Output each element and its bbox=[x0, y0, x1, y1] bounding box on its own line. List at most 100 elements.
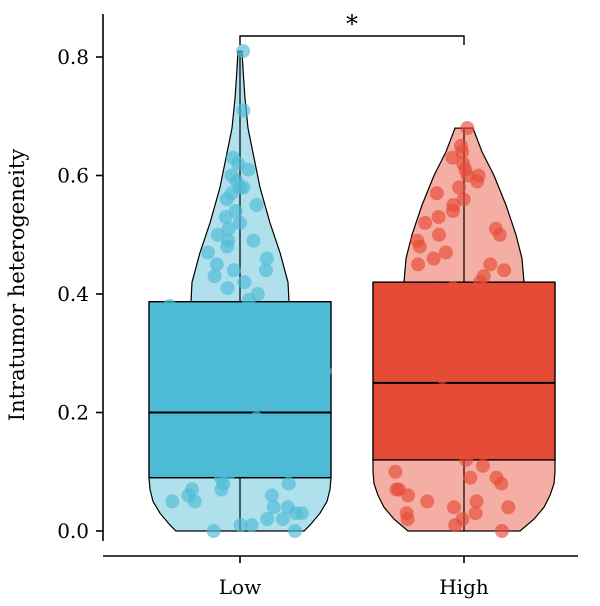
data-point bbox=[420, 494, 435, 509]
data-point bbox=[260, 512, 275, 527]
data-point bbox=[445, 281, 460, 296]
data-point bbox=[452, 180, 466, 195]
data-point bbox=[445, 150, 460, 165]
data-point bbox=[209, 375, 224, 390]
data-point bbox=[418, 215, 433, 230]
data-point bbox=[266, 500, 281, 515]
data-point bbox=[447, 429, 462, 444]
data-point bbox=[473, 417, 488, 432]
data-point bbox=[432, 227, 446, 242]
y-ticks: 0.0 0.2 0.4 0.6 0.8 bbox=[57, 45, 103, 543]
data-point bbox=[520, 358, 535, 373]
data-point bbox=[233, 518, 248, 533]
data-point bbox=[501, 500, 516, 515]
data-point bbox=[259, 251, 274, 266]
data-point bbox=[431, 210, 446, 224]
y-tick-label: 0.8 bbox=[57, 45, 89, 69]
data-point bbox=[236, 180, 251, 195]
x-ticks: Low High bbox=[219, 556, 489, 599]
data-point bbox=[421, 316, 436, 331]
data-point bbox=[504, 387, 519, 402]
y-axis-title: Intratumor heterogeneity bbox=[5, 149, 29, 422]
data-point bbox=[470, 174, 485, 189]
data-point bbox=[288, 524, 302, 538]
data-point bbox=[275, 512, 290, 527]
data-point bbox=[448, 518, 463, 533]
data-point bbox=[494, 476, 509, 491]
points bbox=[154, 44, 332, 538]
x-tick-label: Low bbox=[219, 575, 261, 599]
data-point bbox=[494, 524, 509, 538]
data-point bbox=[417, 298, 432, 313]
data-point bbox=[401, 488, 416, 503]
data-point bbox=[231, 156, 246, 171]
data-point bbox=[463, 470, 478, 485]
data-point bbox=[429, 186, 444, 201]
data-point bbox=[497, 263, 512, 278]
points bbox=[388, 121, 535, 538]
data-point bbox=[404, 346, 419, 361]
data-point bbox=[460, 121, 475, 136]
data-point bbox=[473, 275, 487, 290]
data-point bbox=[232, 215, 247, 230]
data-point bbox=[517, 441, 532, 456]
group-high bbox=[372, 121, 556, 538]
data-point bbox=[244, 518, 259, 533]
bracket-line bbox=[239, 35, 465, 45]
data-point bbox=[445, 204, 460, 218]
y-tick-label: 0.6 bbox=[57, 164, 89, 188]
data-point bbox=[201, 245, 215, 260]
data-point bbox=[220, 281, 235, 296]
data-point bbox=[476, 458, 490, 473]
x-tick-label: High bbox=[439, 575, 489, 599]
data-point bbox=[220, 239, 235, 254]
axes: 0.0 0.2 0.4 0.6 0.8 Low High bbox=[57, 14, 578, 599]
data-point bbox=[426, 251, 441, 266]
data-point bbox=[165, 494, 180, 509]
data-point bbox=[301, 429, 316, 444]
significance-bracket: * bbox=[239, 10, 465, 45]
data-point bbox=[492, 227, 507, 242]
data-point bbox=[428, 287, 443, 301]
data-point bbox=[472, 399, 487, 414]
data-point bbox=[468, 506, 483, 521]
data-point bbox=[210, 227, 225, 242]
data-point bbox=[288, 506, 303, 521]
data-point bbox=[207, 269, 222, 284]
box bbox=[148, 301, 332, 479]
data-point bbox=[219, 192, 234, 207]
data-point bbox=[241, 292, 256, 307]
data-point bbox=[438, 245, 453, 260]
data-point bbox=[255, 393, 270, 408]
data-point bbox=[246, 233, 261, 248]
data-point bbox=[237, 275, 252, 290]
data-point bbox=[483, 257, 498, 272]
y-tick-label: 0.2 bbox=[57, 401, 89, 425]
data-point bbox=[236, 103, 251, 118]
data-point bbox=[194, 447, 209, 461]
group-low bbox=[148, 44, 332, 538]
data-point bbox=[206, 524, 221, 538]
data-point bbox=[249, 411, 264, 426]
data-point bbox=[249, 198, 264, 213]
data-point bbox=[412, 239, 427, 254]
data-point bbox=[447, 500, 461, 515]
data-point bbox=[264, 488, 279, 503]
data-point bbox=[459, 452, 474, 467]
data-point bbox=[400, 512, 415, 527]
data-point bbox=[216, 322, 231, 337]
data-point bbox=[388, 464, 403, 479]
data-point bbox=[236, 44, 251, 59]
data-point bbox=[218, 210, 233, 224]
y-tick-label: 0.4 bbox=[57, 282, 89, 306]
significance-label: * bbox=[346, 10, 358, 38]
data-point bbox=[443, 328, 458, 343]
data-point bbox=[258, 263, 273, 278]
data-point bbox=[456, 192, 471, 207]
data-point bbox=[221, 221, 236, 236]
data-point bbox=[162, 298, 177, 313]
data-point bbox=[241, 162, 256, 177]
data-point bbox=[317, 364, 332, 378]
data-point bbox=[177, 310, 192, 325]
